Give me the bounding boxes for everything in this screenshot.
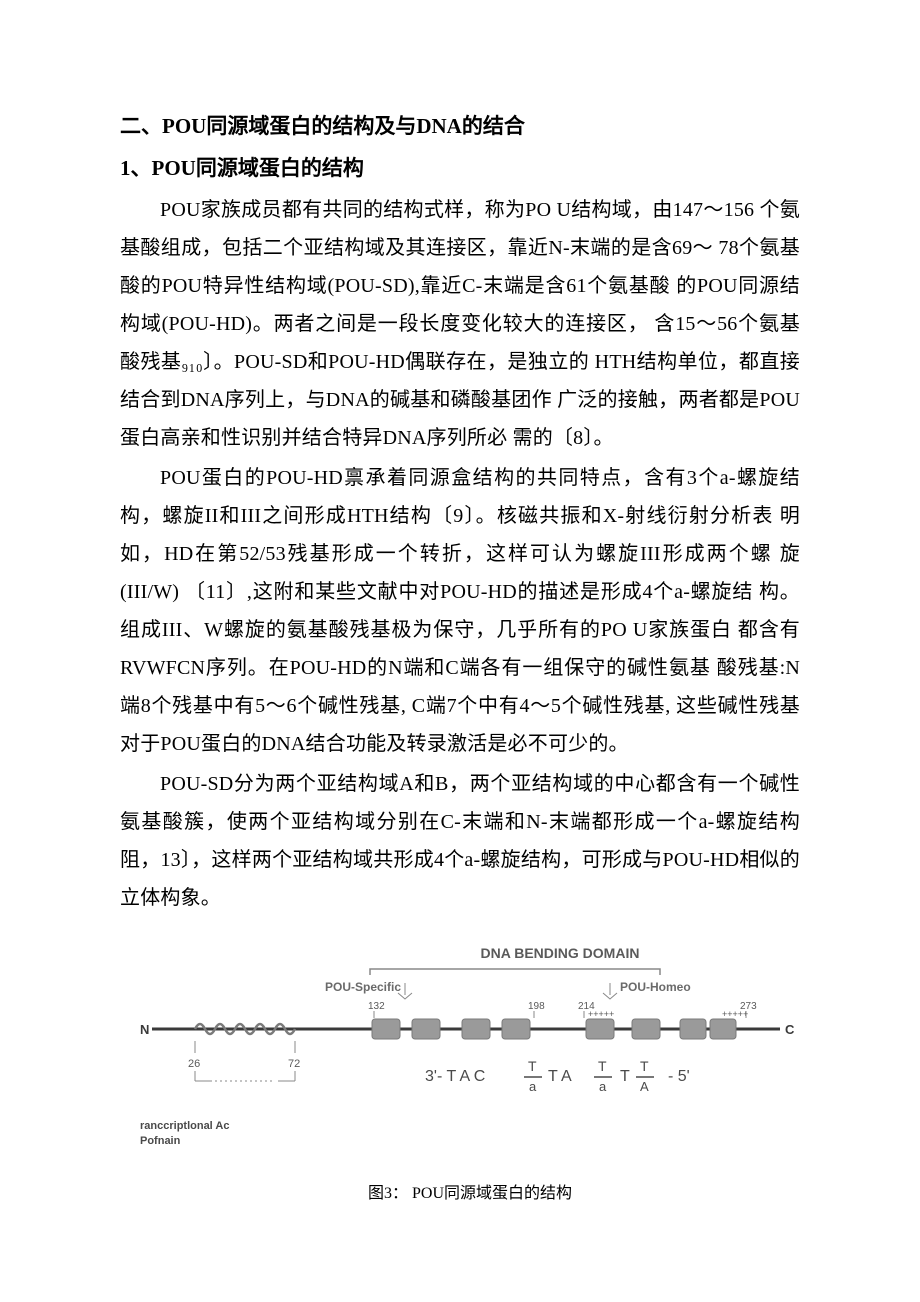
svg-text:a: a [529,1079,537,1094]
svg-text:C: C [785,1022,795,1037]
figure-caption: 图3： POU同源域蛋白的结构 [140,1179,800,1203]
paragraph-3: POU-SD分为两个亚结构域A和B，两个亚结构域的中心都含有一个碱性氨基酸簇，使… [120,765,800,917]
svg-text:198: 198 [528,1001,545,1012]
svg-text:T A: T A [548,1068,572,1085]
svg-text:26: 26 [188,1058,200,1070]
svg-text:72: 72 [288,1058,300,1070]
subsection-heading: 1、POU同源域蛋白的结构 [120,152,800,186]
svg-text:N: N [140,1022,149,1037]
figure-label-small-2: Pofnain [140,1135,800,1148]
svg-text:- 5': - 5' [668,1068,690,1085]
svg-text:POU-Homeo: POU-Homeo [620,980,691,994]
figure-label-small-1: ranccriptlonal Ac [140,1120,800,1133]
svg-text:+++++: +++++ [722,1009,748,1019]
svg-text:T: T [620,1068,630,1085]
svg-text:a: a [599,1079,607,1094]
figure-title: DNA BENDING DOMAIN [320,945,800,961]
svg-text:+++++: +++++ [588,1009,614,1019]
svg-text:132: 132 [368,1001,385,1012]
section-heading: 二、POU同源域蛋白的结构及与DNA的结合 [120,110,800,144]
svg-text:T: T [640,1058,649,1074]
svg-text:A: A [640,1079,649,1094]
svg-text:T: T [528,1058,537,1074]
protein-domain-diagram: POU-Specific POU-Homeo 132 198 214 273 +… [140,963,800,1113]
svg-text:3'- T A C: 3'- T A C [425,1068,485,1085]
svg-text:POU-Specific: POU-Specific [325,980,401,994]
paragraph-1: POU家族成员都有共同的结构式样，称为PO U结构域，由147〜156 个氨基酸… [120,191,800,457]
figure-3: DNA BENDING DOMAIN POU-Specific POU-Home… [140,945,800,1202]
paragraph-2: POU蛋白的POU-HD禀承着同源盒结构的共同特点，含有3个a-螺旋结构，螺旋I… [120,459,800,763]
svg-text:T: T [598,1058,607,1074]
